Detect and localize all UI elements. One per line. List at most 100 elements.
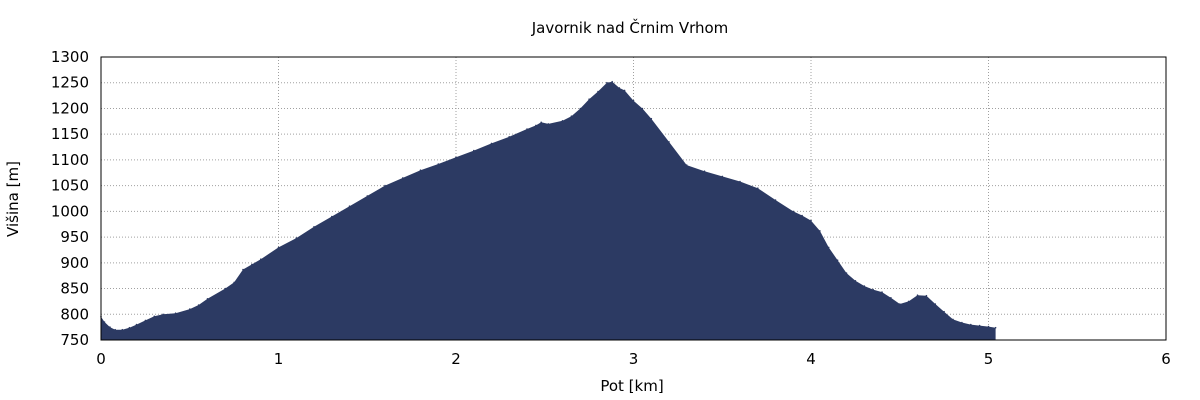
elevation-point [197, 304, 200, 306]
elevation-point [597, 90, 599, 93]
plot-area-series [100, 80, 997, 340]
elevation-point [916, 294, 919, 297]
x-axis-label: Pot [km] [600, 377, 663, 395]
x-tick-label: 3 [629, 350, 639, 368]
y-tick-label: 1250 [51, 74, 89, 92]
elevation-point [774, 199, 777, 201]
elevation-point [943, 310, 945, 313]
elevation-point [819, 230, 821, 232]
elevation-point [144, 319, 147, 322]
elevation-point [162, 313, 164, 316]
elevation-point [547, 123, 550, 125]
x-tick-label: 2 [451, 350, 461, 368]
plot-frame [100, 56, 1167, 341]
y-tick-label: 1100 [51, 151, 89, 169]
elevation-point [473, 149, 475, 152]
elevation-point [128, 326, 131, 329]
y-tick-label: 800 [60, 305, 89, 323]
elevation-point [114, 328, 116, 331]
elevation-point [455, 156, 457, 159]
elevation-point [224, 287, 227, 290]
elevation-point [890, 297, 892, 299]
elevation-point [632, 99, 635, 102]
elevation-point [384, 184, 386, 187]
elevation-point [881, 291, 883, 293]
elevation-point [970, 323, 972, 326]
elevation-point [739, 180, 741, 183]
elevation-point [588, 98, 590, 100]
elevation-point [623, 89, 626, 92]
elevation-point [810, 219, 812, 222]
y-tick-label: 1200 [51, 99, 89, 117]
elevation-point [801, 214, 803, 217]
elevation-point [109, 326, 111, 328]
elevation-point [260, 258, 262, 261]
elevation-point [437, 163, 440, 165]
elevation-point [952, 318, 954, 321]
y-axis-label: Višina [m] [4, 161, 22, 237]
x-tick-label: 4 [806, 350, 816, 368]
elevation-point [366, 195, 369, 197]
y-tick-label: 750 [60, 331, 89, 349]
elevation-point [561, 120, 564, 122]
x-tick-labels: 0 1 2 3 4 5 6 [96, 350, 1171, 368]
elevation-point [206, 298, 209, 300]
elevation-point [526, 128, 528, 130]
y-tick-labels: 750 800 850 900 950 1000 1050 1100 1150 1200 1250 1… [51, 48, 89, 349]
y-tick-label: 1050 [51, 177, 89, 195]
y-tick-label: 950 [60, 228, 89, 246]
elevation-point [792, 210, 795, 213]
elevation-area [101, 81, 996, 340]
elevation-point [994, 326, 997, 329]
elevation-point [618, 87, 621, 89]
elevation-point [295, 237, 298, 239]
elevation-point [703, 170, 706, 172]
y-tick-label: 1000 [51, 202, 89, 220]
elevation-point [987, 325, 990, 328]
elevation-point [508, 136, 511, 138]
y-tick-label: 900 [60, 254, 89, 272]
elevation-point [668, 141, 670, 143]
elevation-point [925, 294, 928, 297]
y-tick-label: 1300 [51, 48, 89, 66]
elevation-point [721, 175, 724, 178]
elevation-point [103, 321, 106, 323]
elevation-point [174, 312, 177, 315]
elevation-point [863, 285, 866, 287]
elevation-point [611, 80, 613, 83]
elevation-point [135, 323, 138, 326]
elevation-point [978, 324, 981, 327]
elevation-point [836, 259, 839, 262]
elevation-point [934, 303, 937, 305]
elevation-point [313, 226, 315, 228]
x-tick-label: 1 [274, 350, 284, 368]
elevation-point [348, 205, 351, 207]
elevation-point [419, 169, 422, 171]
elevation-point [535, 124, 537, 127]
elevation-point [827, 246, 830, 249]
y-tick-label: 1150 [51, 125, 89, 143]
y-tick-label: 850 [60, 280, 89, 298]
elevation-point [579, 107, 582, 110]
elevation-point [153, 315, 156, 318]
elevation-point [233, 281, 235, 284]
elevation-point [242, 268, 244, 271]
elevation-point [121, 328, 124, 331]
elevation-point [490, 142, 493, 145]
elevation-point [540, 121, 542, 124]
elevation-point [757, 187, 759, 189]
elevation-point [650, 117, 653, 120]
elevation-point [961, 321, 963, 324]
x-tick-label: 5 [984, 350, 994, 368]
x-tick-label: 6 [1161, 350, 1171, 368]
elevation-point [277, 246, 280, 249]
x-tick-label: 0 [96, 350, 106, 368]
elevation-point [685, 164, 688, 166]
elevation-point [570, 115, 573, 117]
elevation-point [402, 177, 404, 179]
elevation-point [854, 280, 857, 282]
elevation-point [907, 300, 910, 303]
elevation-point [331, 215, 333, 218]
elevation-point [251, 263, 253, 266]
